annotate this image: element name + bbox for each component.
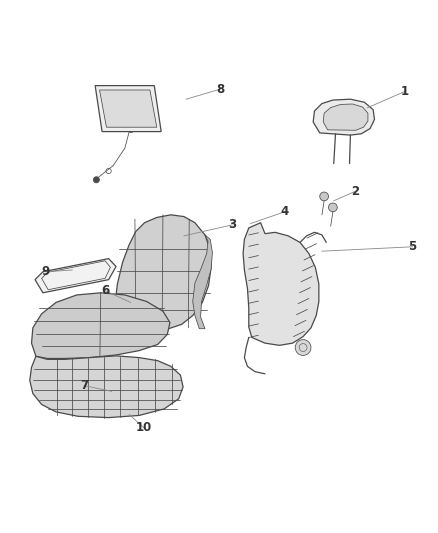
Text: 7: 7 bbox=[80, 379, 88, 392]
Polygon shape bbox=[243, 223, 319, 345]
Text: 6: 6 bbox=[101, 284, 109, 297]
Text: 2: 2 bbox=[352, 184, 360, 198]
Circle shape bbox=[295, 340, 311, 356]
Circle shape bbox=[328, 203, 337, 212]
Polygon shape bbox=[35, 259, 116, 293]
Text: 10: 10 bbox=[135, 421, 152, 434]
Text: 5: 5 bbox=[409, 240, 417, 253]
Circle shape bbox=[320, 192, 328, 201]
Text: 4: 4 bbox=[281, 205, 289, 218]
Polygon shape bbox=[99, 90, 157, 127]
Polygon shape bbox=[323, 104, 368, 130]
Text: 8: 8 bbox=[216, 83, 224, 95]
Polygon shape bbox=[313, 99, 374, 135]
Polygon shape bbox=[30, 356, 183, 418]
Text: 9: 9 bbox=[42, 265, 50, 278]
Polygon shape bbox=[193, 235, 212, 329]
Polygon shape bbox=[115, 215, 211, 336]
Text: 3: 3 bbox=[228, 219, 236, 231]
Circle shape bbox=[93, 177, 99, 183]
Text: 1: 1 bbox=[401, 85, 409, 98]
Polygon shape bbox=[95, 86, 161, 132]
Polygon shape bbox=[32, 293, 170, 359]
